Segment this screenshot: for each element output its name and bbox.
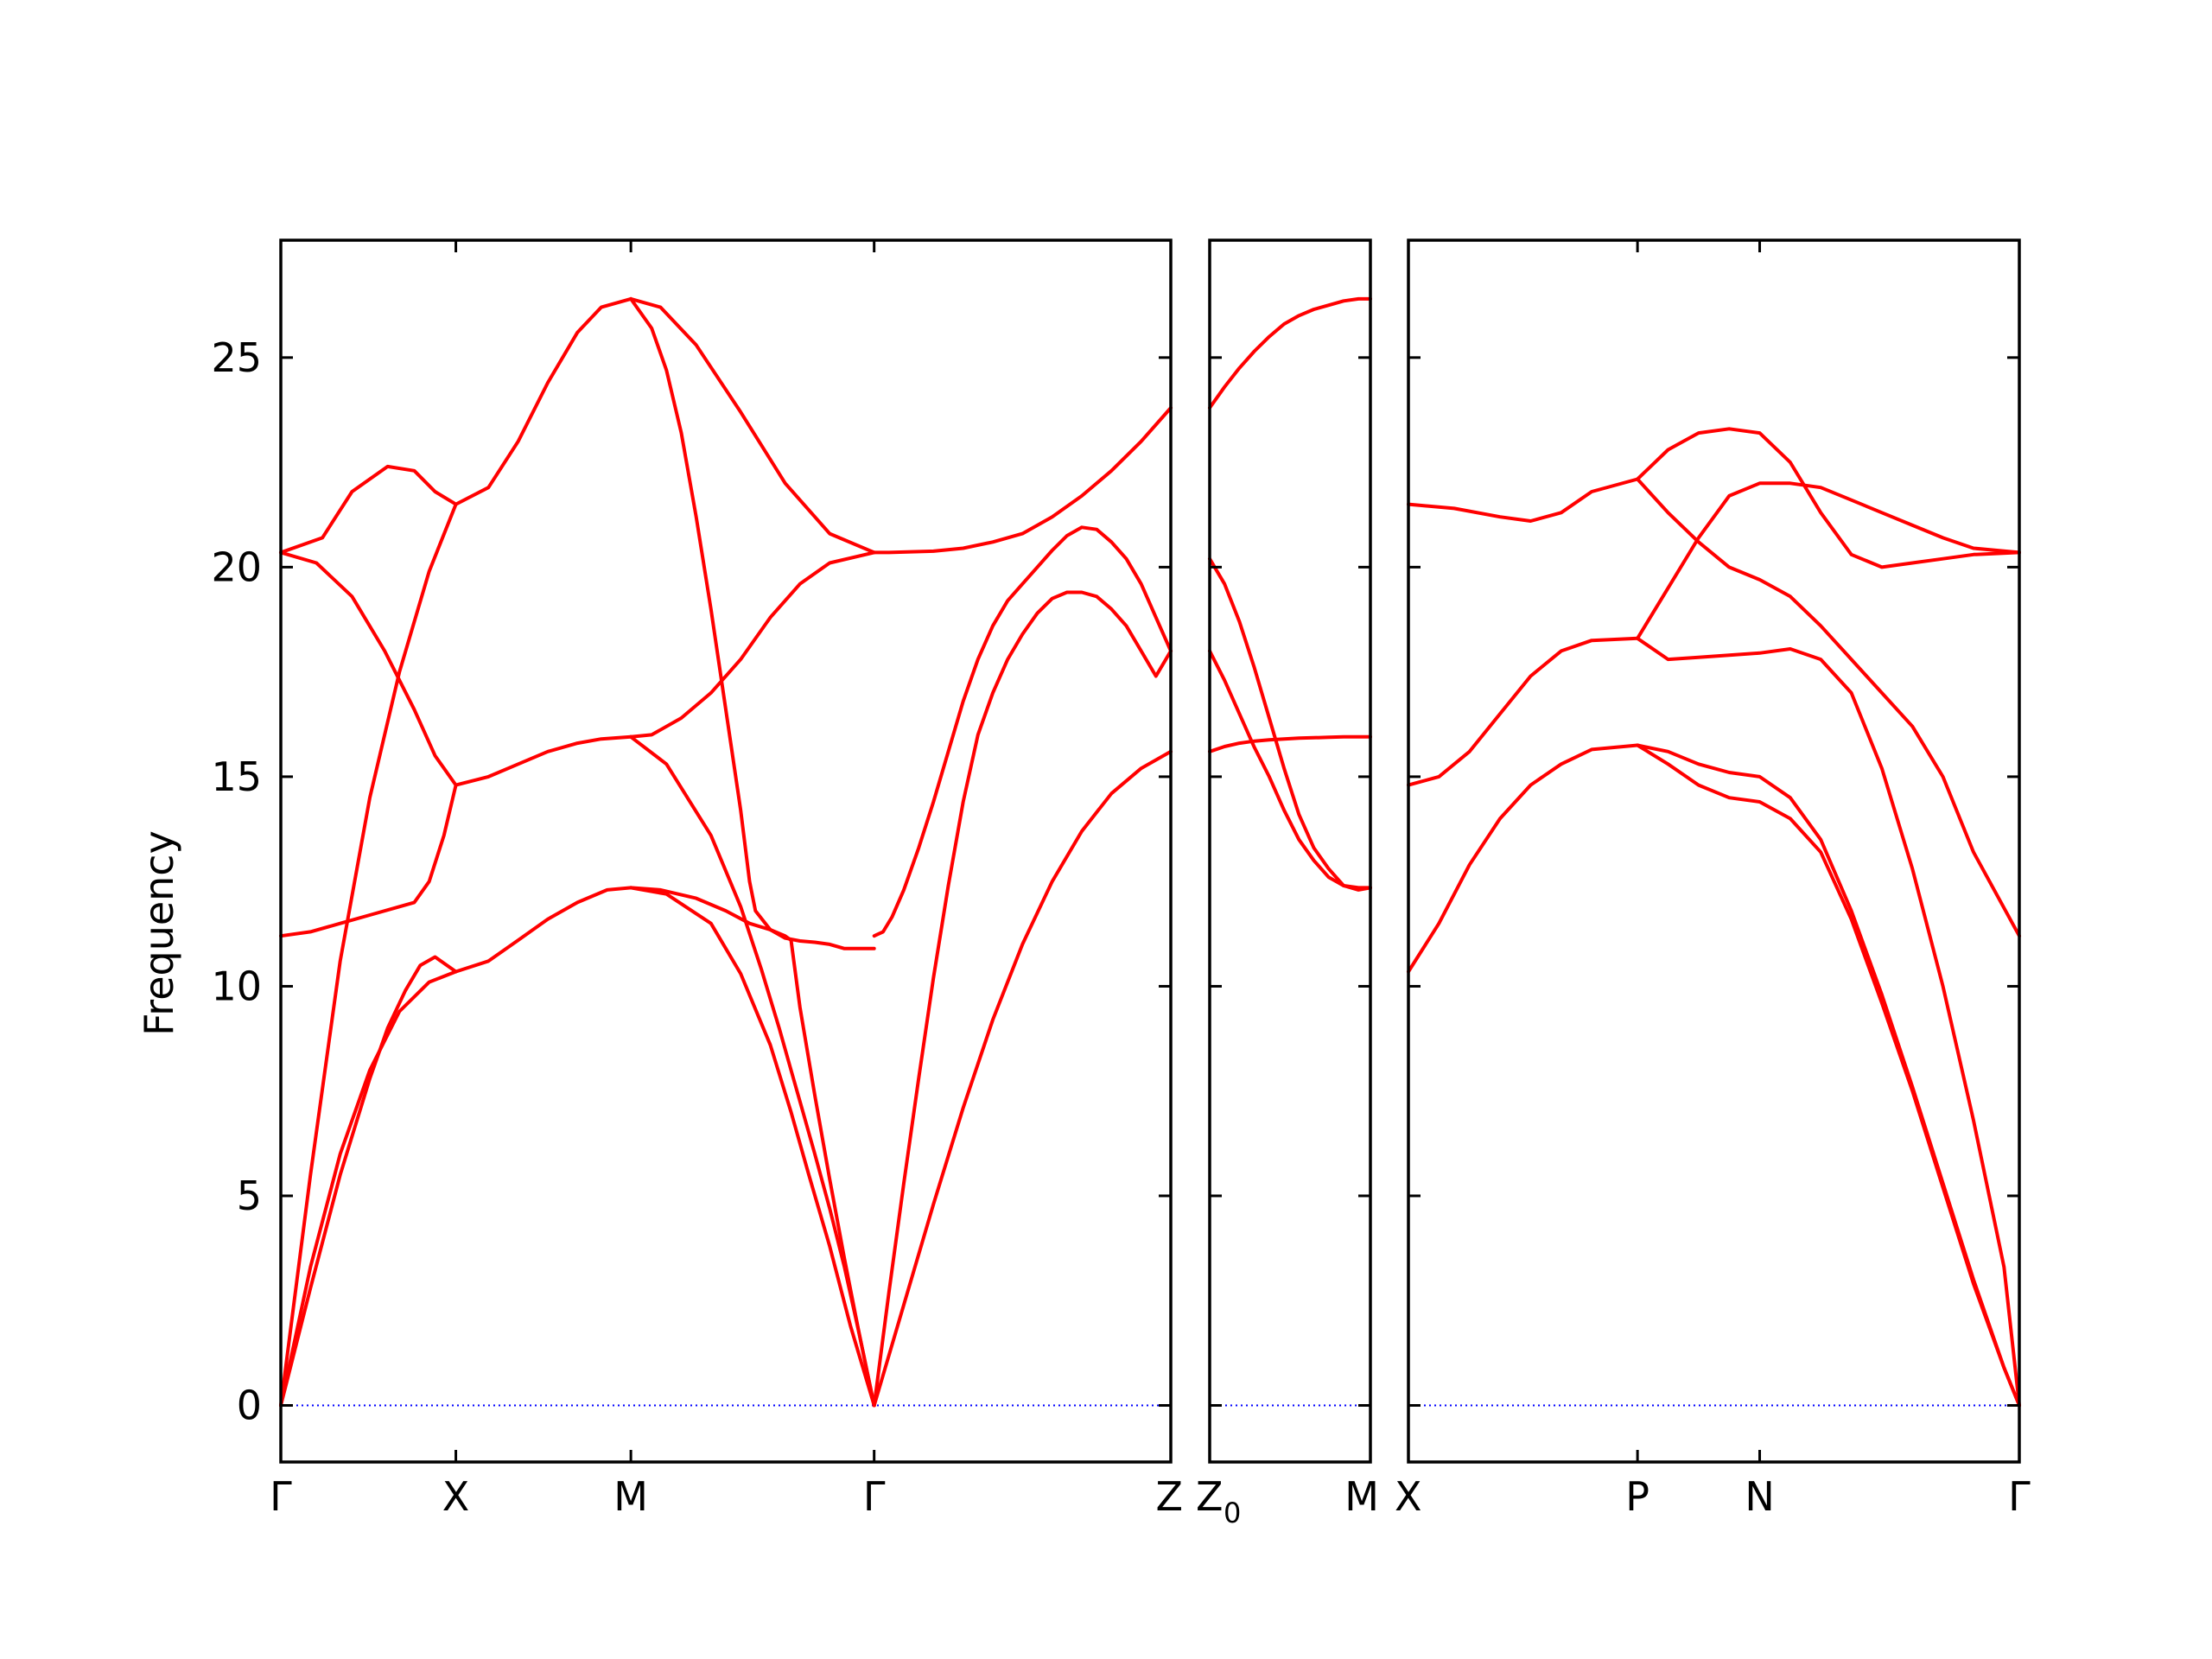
band-line-7 [279, 783, 458, 938]
band-line-11 [629, 886, 876, 1408]
band-line-5 [454, 734, 633, 787]
band-line-16 [872, 525, 1173, 938]
band-line-7 [1407, 743, 1640, 974]
band-line-3 [1208, 556, 1372, 892]
band-line-4 [1636, 481, 2021, 640]
band-line-1 [1407, 477, 1640, 523]
x-tick-label: Γ [2008, 1473, 2031, 1520]
x-tick-label-subscript: 0 [1224, 1497, 1241, 1529]
axes-frame [1208, 238, 1372, 1464]
y-tick-labels: 0 5 10 15 20 25 [211, 334, 262, 1429]
y-tick-label: 15 [211, 753, 262, 800]
x-tick-label: N [1745, 1473, 1774, 1520]
band-line-2 [1636, 427, 2021, 569]
band-line-13 [629, 296, 876, 950]
band-line-2 [629, 296, 876, 555]
band-line-3 [1636, 477, 2021, 938]
x-tick-label: M [1344, 1473, 1379, 1520]
panel-2 [1208, 238, 1372, 1464]
x-tick-label: P [1625, 1473, 1649, 1520]
x-tick-label: Z [1196, 1473, 1224, 1520]
y-tick-label: 5 [237, 1173, 262, 1219]
x-tick-label: X [1395, 1473, 1422, 1520]
band-line-17 [872, 590, 1173, 1408]
y-tick-label: 20 [211, 543, 262, 590]
y-tick-label: 25 [211, 334, 262, 381]
band-line-5 [1407, 636, 1640, 787]
axes-frame [279, 238, 1173, 1464]
y-tick-label: 0 [237, 1382, 262, 1429]
band-line-6 [629, 550, 876, 739]
band-line-4 [1208, 649, 1372, 890]
x-tick-label: Γ [270, 1473, 292, 1520]
band-line-10 [454, 886, 633, 974]
x-tick-label: Γ [863, 1473, 886, 1520]
band-line-3 [279, 502, 458, 1408]
x-tick-label: M [613, 1473, 648, 1520]
panel-3 [1407, 238, 2021, 1464]
x-tick-label: Z [1155, 1473, 1183, 1520]
axes-frame [1407, 238, 2021, 1464]
x-tick-label: X [442, 1473, 470, 1520]
band-line-6 [1636, 636, 2021, 1408]
band-line-4 [279, 550, 458, 787]
band-line-1 [1208, 296, 1372, 410]
y-axis-title: Frequency [136, 830, 182, 1036]
band-line-1 [279, 296, 633, 555]
band-line-8 [279, 969, 458, 1408]
band-line-12 [629, 734, 876, 1408]
band-line-14 [629, 886, 876, 1408]
band-line-18 [872, 749, 1173, 1408]
band-line-9 [279, 955, 458, 1408]
band-line-2 [1208, 734, 1372, 753]
panel-1 [279, 238, 1173, 1464]
band-line-15 [872, 406, 1173, 555]
y-tick-label: 10 [211, 963, 262, 1009]
band-line-9 [1636, 743, 2021, 1408]
